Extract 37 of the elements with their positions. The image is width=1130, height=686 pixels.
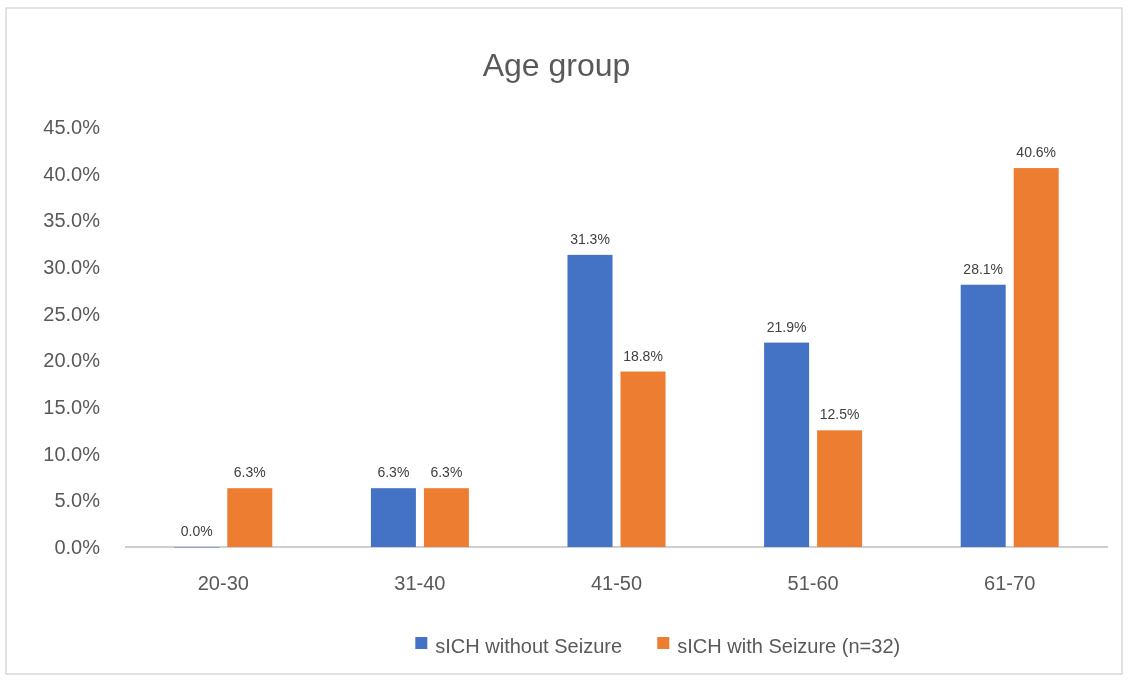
y-tick-label: 15.0% xyxy=(43,396,101,418)
data-label: 21.9% xyxy=(766,318,807,335)
y-tick-label: 0.0% xyxy=(54,536,101,558)
y-tick-label: 40.0% xyxy=(43,162,101,185)
y-tick-label: 5.0% xyxy=(54,489,101,512)
legend-label: sICH without Seizure xyxy=(435,635,623,657)
data-label: 0.0% xyxy=(180,523,213,539)
y-tick-label: 45.0% xyxy=(43,116,101,138)
data-label: 28.1% xyxy=(963,260,1004,277)
x-tick-label: 51-60 xyxy=(787,572,839,594)
data-label: 18.8% xyxy=(623,347,663,364)
y-tick-label: 10.0% xyxy=(43,442,101,465)
x-tick-label: 41-50 xyxy=(590,572,643,594)
legend-label: sICH with Seizure (n=32) xyxy=(677,635,901,657)
data-label: 31.3% xyxy=(570,230,610,247)
bar xyxy=(567,254,613,547)
bar xyxy=(817,430,863,547)
x-tick-label: 61-70 xyxy=(984,572,1036,594)
data-label: 6.3% xyxy=(430,464,463,481)
data-label: 40.6% xyxy=(1016,144,1057,161)
data-label: 6.3% xyxy=(233,464,266,481)
y-tick-label: 20.0% xyxy=(43,349,101,372)
bar xyxy=(764,342,810,547)
bar xyxy=(1013,168,1059,547)
x-tick-label: 20-30 xyxy=(197,572,249,594)
bar xyxy=(423,488,469,547)
y-tick-label: 30.0% xyxy=(43,256,101,278)
chart-title: Age group xyxy=(482,47,631,83)
bar xyxy=(370,488,416,547)
bar xyxy=(620,371,666,547)
y-tick-label: 25.0% xyxy=(43,302,101,325)
data-label: 6.3% xyxy=(377,464,410,481)
y-tick-label: 35.0% xyxy=(43,209,101,232)
data-label: 12.5% xyxy=(819,406,860,423)
bar xyxy=(227,488,273,547)
x-tick-label: 31-40 xyxy=(394,572,446,594)
bar xyxy=(960,284,1006,547)
